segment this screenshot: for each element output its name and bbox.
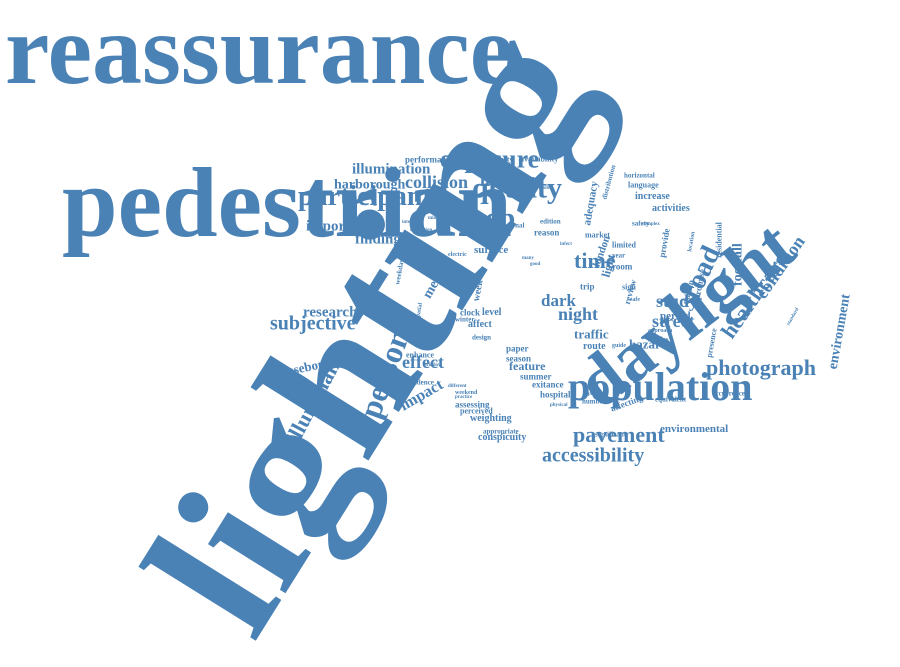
word-research: research	[303, 304, 358, 321]
word-significant: significant	[595, 430, 627, 439]
word-confidence: confidence	[402, 378, 434, 387]
word-quality: quality	[472, 171, 563, 205]
word-weighting: weighting	[470, 412, 512, 424]
word-participant: participant	[298, 181, 432, 213]
word-safe: safe	[630, 297, 640, 304]
word-study: study	[656, 291, 699, 312]
word-minimum: minimum	[428, 215, 449, 221]
word-number: number	[582, 397, 606, 406]
word-physical: physical	[550, 402, 568, 408]
word-electric: electric	[448, 252, 467, 259]
word-exposure: exposure	[440, 144, 540, 174]
word-many: many	[522, 255, 534, 261]
word-photograph: photograph	[706, 354, 817, 380]
word-traffic: traffic	[574, 326, 609, 342]
word-good: good	[530, 261, 541, 267]
word-year: year	[612, 251, 626, 260]
word-conspicuity: conspicuity	[478, 431, 527, 443]
word-accessibility: accessibility	[542, 444, 645, 467]
word-sign: sign	[622, 282, 636, 292]
word-hazard: hazard	[629, 336, 668, 352]
word-time: time	[574, 247, 616, 273]
word-horizontal: horizontal	[624, 171, 655, 180]
word-weekend: weekend	[455, 390, 478, 397]
word-room: room	[612, 261, 633, 272]
word-disruption: disruption	[410, 227, 433, 233]
word-provide: provide	[656, 227, 672, 259]
word-language: language	[628, 180, 659, 190]
word-complex: complex	[642, 221, 660, 227]
word-appropriate: appropriate	[483, 427, 519, 436]
word-approach: approach	[648, 328, 673, 335]
word-availability: availability	[520, 154, 559, 164]
word-illumination: illumination	[352, 161, 431, 178]
word-increase: increase	[635, 190, 670, 202]
word-productivity: productivity	[476, 155, 513, 164]
word-different: different	[448, 383, 467, 389]
word-guide: guide	[612, 343, 627, 350]
word-safety: safety	[632, 219, 650, 228]
word-interview: interview	[402, 219, 422, 225]
word-possible: possible	[536, 185, 553, 191]
word-population: population	[568, 364, 753, 410]
word-window: window	[425, 362, 442, 368]
word-market: market	[585, 230, 610, 240]
word-cloud: lighting reassurance pedestrian daylight…	[5, 0, 854, 667]
word-present: present	[588, 391, 604, 397]
word-infect: infect	[560, 241, 572, 247]
word-limited: limited	[612, 240, 636, 250]
word-period: period	[660, 309, 691, 322]
word-frequency: frequency	[380, 233, 406, 240]
word-environment: environment	[825, 293, 854, 371]
word-summer: summer	[520, 371, 552, 382]
word-hospital: hospital	[540, 389, 571, 400]
word-assessing: assessing	[455, 399, 490, 410]
word-dark: dark	[541, 291, 576, 311]
word-night: night	[558, 304, 599, 325]
word-pavement: pavement	[573, 421, 665, 447]
word-trip: trip	[580, 281, 595, 292]
word-reassurance: reassurance	[5, 0, 515, 105]
word-finding: finding	[355, 231, 401, 248]
word-environmental: environmental	[660, 422, 729, 435]
word-pedestrian: pedestrian	[62, 147, 512, 258]
word-residential: residential	[714, 222, 724, 258]
word-standard: standard	[786, 307, 801, 327]
word-occurrence: occurrence	[712, 389, 745, 398]
word-clock: clock	[460, 307, 480, 318]
word-paper: paper	[506, 343, 529, 354]
word-distribution: distribution	[600, 164, 618, 201]
word-reason: reason	[534, 227, 560, 238]
word-activities: activities	[652, 202, 690, 214]
word-feature: feature	[509, 359, 546, 374]
word-enhance: enhance	[406, 350, 434, 360]
word-level: level	[482, 306, 502, 318]
word-season: season	[506, 353, 532, 364]
word-equivalent: equivalent	[655, 395, 687, 404]
word-health: health	[480, 170, 529, 191]
word-design: design	[472, 333, 492, 342]
word-affect: affect	[468, 318, 492, 330]
word-exitance: exitance	[532, 379, 564, 390]
word-sleep: sleep	[452, 201, 516, 235]
word-harborough: harborough	[334, 177, 406, 193]
word-surface: surface	[474, 243, 509, 256]
word-performance: performance	[405, 154, 455, 165]
word-perceived: perceived	[460, 406, 493, 416]
word-route: route	[583, 340, 606, 352]
word-effect: effect	[402, 352, 444, 373]
word-winter: winter	[455, 315, 475, 324]
word-studies: studies	[648, 335, 669, 344]
word-collision: collision	[405, 172, 469, 193]
word-practice: practice	[455, 394, 473, 400]
word-important: important	[306, 218, 371, 235]
word-street: street	[652, 311, 695, 332]
word-external: external	[500, 221, 525, 230]
word-subjective: subjective	[270, 312, 356, 335]
word-edition: edition	[540, 217, 561, 226]
word-footfall: footfall	[730, 243, 746, 286]
